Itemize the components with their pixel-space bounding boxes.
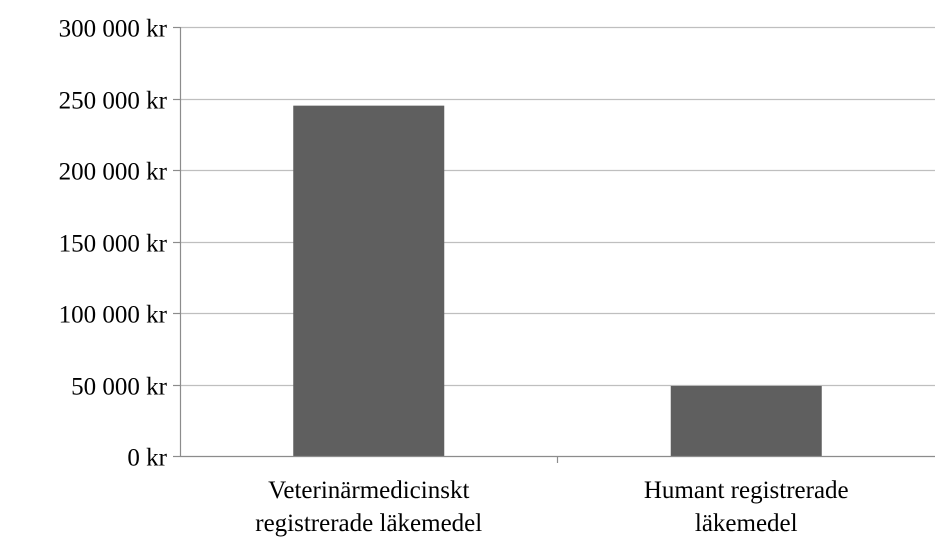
y-tick-label: 50 000 kr [71,374,168,401]
x-category-labels: Veterinärmedicinskt registrerade läkemede… [255,477,848,537]
x-category-label: Veterinärmedicinskt registrerade läkemede… [255,477,482,537]
y-tick-label: 200 000 kr [59,159,168,186]
bars [293,105,822,457]
x-category-label-line: registrerade läkemedel [255,510,482,537]
y-tick-labels: 0 kr 50 000 kr 100 000 kr 150 000 kr 200 000… [59,16,168,472]
y-tick-label: 300 000 kr [59,16,168,43]
y-tick-label: 150 000 kr [59,231,168,258]
x-category-label-line: Humant registrerade [644,477,849,504]
y-tick-label: 0 kr [127,445,167,472]
x-category-label-line: Veterinärmedicinskt [268,477,469,504]
x-category-label: Humant registrerade läkemedel [644,477,849,537]
axes [173,26,935,463]
x-category-label-line: läkemedel [695,510,798,537]
bar [293,105,445,457]
y-tick-label: 100 000 kr [59,302,168,329]
y-tick-label: 250 000 kr [59,88,168,115]
bar [670,385,822,456]
